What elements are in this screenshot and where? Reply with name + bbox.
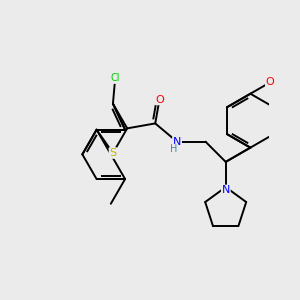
Text: Cl: Cl: [110, 73, 120, 83]
Text: H: H: [169, 144, 177, 154]
Text: N: N: [173, 137, 181, 147]
Text: N: N: [221, 185, 230, 195]
Text: O: O: [155, 94, 164, 105]
Text: S: S: [110, 148, 116, 158]
Text: S: S: [110, 148, 116, 158]
Text: Cl: Cl: [110, 73, 120, 83]
Text: H: H: [169, 144, 177, 154]
Text: N: N: [173, 137, 181, 147]
Text: O: O: [155, 94, 164, 105]
Text: O: O: [266, 77, 274, 87]
Text: O: O: [266, 77, 274, 87]
Text: N: N: [221, 185, 230, 195]
